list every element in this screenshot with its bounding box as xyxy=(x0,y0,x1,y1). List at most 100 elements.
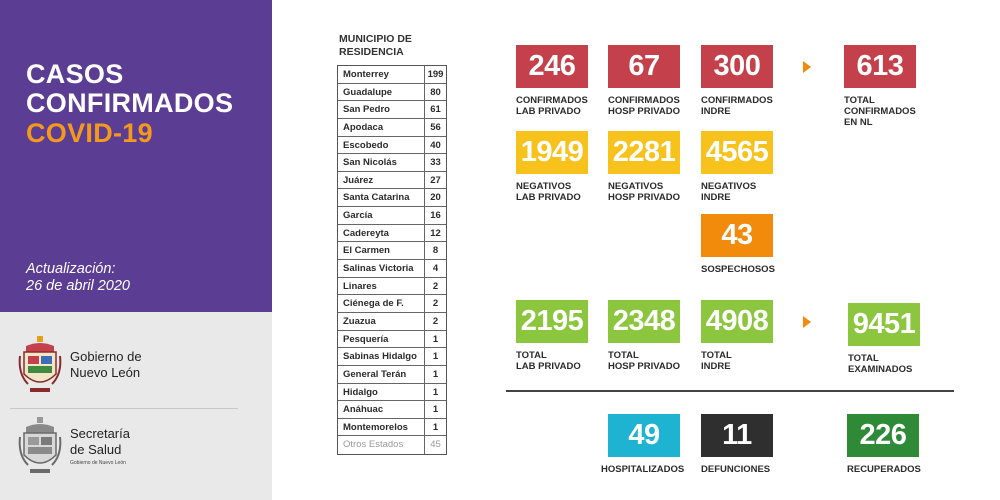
table-row: Apodaca 56 xyxy=(338,118,446,137)
stat-label-line-2: LAB PRIVADO xyxy=(516,192,581,203)
stat-label-line-2: LAB PRIVADO xyxy=(516,361,581,372)
stat-hospitalizados: 49 HOSPITALIZADOS xyxy=(601,414,684,475)
stat-conf-indre: 300 CONFIRMADOS INDRE xyxy=(701,45,773,117)
stat-neg-lab: 1949 NEGATIVOS LAB PRIVADO xyxy=(516,131,588,203)
table-row: Salinas Victoria 4 xyxy=(338,260,446,278)
stat-label-line-2: HOSP PRIVADO xyxy=(608,361,680,372)
municipio-name: Juárez xyxy=(343,174,374,186)
stat-neg-indre: 4565 NEGATIVOS INDRE xyxy=(701,131,773,203)
table-row: García 16 xyxy=(338,207,446,225)
logos-panel: Gobierno de Nuevo León Secretaría de Sal… xyxy=(0,312,272,500)
stat-label-line-1: RECUPERADOS xyxy=(847,464,921,475)
stat-value: 43 xyxy=(701,214,773,257)
stat-label-line-1: SOSPECHOSOS xyxy=(701,264,775,275)
stat-label-line-1: TOTAL xyxy=(844,95,875,106)
municipio-name: Monterrey xyxy=(343,69,389,80)
stat-value: 67 xyxy=(608,45,680,88)
table-row: San Nicolás 33 xyxy=(338,154,446,172)
municipio-count: 20 xyxy=(424,189,446,207)
stat-neg-hosp: 2281 NEGATIVOS HOSP PRIVADO xyxy=(608,131,680,203)
stat-label-line-2: INDRE xyxy=(701,361,731,372)
stat-label-line-1: CONFIRMADOS xyxy=(701,95,773,106)
municipio-name: Ciénega de F. xyxy=(343,298,404,310)
table-row: San Pedro 61 xyxy=(338,101,446,119)
stat-label-line-1: TOTAL xyxy=(848,353,879,364)
stat-value: 2281 xyxy=(608,131,680,174)
municipio-count: 61 xyxy=(424,101,446,118)
municipio-count: 1 xyxy=(424,365,446,383)
gobierno-text: Gobierno de Nuevo León xyxy=(70,349,142,381)
municipio-name: Pesquería xyxy=(343,333,389,345)
stat-label-line-2: LAB PRIVADO xyxy=(516,106,581,117)
municipio-count: 1 xyxy=(424,401,446,418)
gobierno-line-2: Nuevo León xyxy=(70,365,141,380)
table-row: Otros Estados 45 xyxy=(338,436,446,455)
stat-label: RECUPERADOS xyxy=(847,464,921,475)
stat-sospechosos: 43 SOSPECHOSOS xyxy=(701,214,775,275)
title-line-2: CONFIRMADOS xyxy=(26,88,234,118)
salud-line-2: de Salud xyxy=(70,441,122,457)
stat-label: CONFIRMADOS INDRE xyxy=(701,95,773,117)
stat-value: 226 xyxy=(847,414,919,457)
stat-label: TOTAL HOSP PRIVADO xyxy=(608,350,680,372)
stat-label-line-2: CONFIRMADOS xyxy=(844,106,916,117)
stat-label-line-3: EN NL xyxy=(844,117,873,128)
table-row: Guadalupe 80 xyxy=(338,83,446,102)
gobierno-line-1: Gobierno de xyxy=(70,349,142,364)
stat-defunciones: 11 DEFUNCIONES xyxy=(701,414,773,475)
municipio-name: Anáhuac xyxy=(343,404,384,416)
municipio-count: 1 xyxy=(424,383,446,401)
municipio-count: 45 xyxy=(424,436,446,455)
stat-label: TOTAL LAB PRIVADO xyxy=(516,350,588,372)
municipio-count: 80 xyxy=(424,83,446,101)
municipio-name: Santa Catarina xyxy=(343,192,410,204)
stat-conf-lab: 246 CONFIRMADOS LAB PRIVADO xyxy=(516,45,588,117)
municipio-count: 1 xyxy=(424,418,446,436)
table-row: Cadereyta 12 xyxy=(338,224,446,243)
stat-label: TOTAL INDRE xyxy=(701,350,773,372)
table-row: Montemorelos 1 xyxy=(338,418,446,437)
municipio-header: MUNICIPIO DE RESIDENCIA xyxy=(339,33,412,59)
municipio-name: García xyxy=(343,210,373,222)
municipio-name: Escobedo xyxy=(343,139,389,151)
stat-label-line-2: INDRE xyxy=(701,106,731,117)
stat-label-line-2: HOSP PRIVADO xyxy=(608,106,680,117)
stat-value: 300 xyxy=(701,45,773,88)
stat-label-line-1: NEGATIVOS xyxy=(701,181,757,192)
municipio-name: Salinas Victoria xyxy=(343,263,414,275)
coat-of-arms-gray-icon xyxy=(18,417,62,473)
stat-recuperados: 226 RECUPERADOS xyxy=(847,414,921,475)
arrow-right-icon xyxy=(803,316,811,328)
coat-of-arms-icon xyxy=(18,336,62,392)
gobierno-logo: Gobierno de Nuevo León xyxy=(18,334,142,396)
municipio-count: 56 xyxy=(424,118,446,136)
municipio-count: 8 xyxy=(424,242,446,260)
table-row: Monterrey 199 xyxy=(338,66,446,84)
municipio-name: Hidalgo xyxy=(343,386,378,398)
municipio-count: 33 xyxy=(424,154,446,171)
stat-label-line-1: CONFIRMADOS xyxy=(608,95,680,106)
title-panel: CASOS CONFIRMADOS COVID-19 Actualización… xyxy=(0,0,272,312)
arrow-right-icon xyxy=(803,61,811,73)
salud-subtitle: Gobierno de Nuevo León xyxy=(70,459,126,466)
table-row: Linares 2 xyxy=(338,277,446,296)
municipio-header-line-2: RESIDENCIA xyxy=(339,46,404,58)
municipio-name: Zuazua xyxy=(343,315,376,327)
municipio-name: General Terán xyxy=(343,368,407,380)
stat-label-line-1: NEGATIVOS xyxy=(516,181,572,192)
municipio-header-line-1: MUNICIPIO DE xyxy=(339,33,412,45)
title-line-3: COVID-19 xyxy=(26,118,153,148)
municipio-name: Montemorelos xyxy=(343,421,408,433)
section-divider xyxy=(506,390,954,392)
stat-label-line-1: CONFIRMADOS xyxy=(516,95,588,106)
municipio-count: 27 xyxy=(424,171,446,189)
municipio-name: Apodaca xyxy=(343,121,384,133)
salud-text: Secretaría de Salud Gobierno de Nuevo Le… xyxy=(70,426,130,467)
stat-label-line-2: HOSP PRIVADO xyxy=(608,192,680,203)
table-row: Sabinas Hidalgo 1 xyxy=(338,348,446,366)
table-row: Anáhuac 1 xyxy=(338,401,446,419)
stat-tot-indre: 4908 TOTAL INDRE xyxy=(701,300,773,372)
stat-conf-hosp: 67 CONFIRMADOS HOSP PRIVADO xyxy=(608,45,680,117)
municipio-count: 2 xyxy=(424,295,446,312)
municipio-count: 2 xyxy=(424,312,446,330)
